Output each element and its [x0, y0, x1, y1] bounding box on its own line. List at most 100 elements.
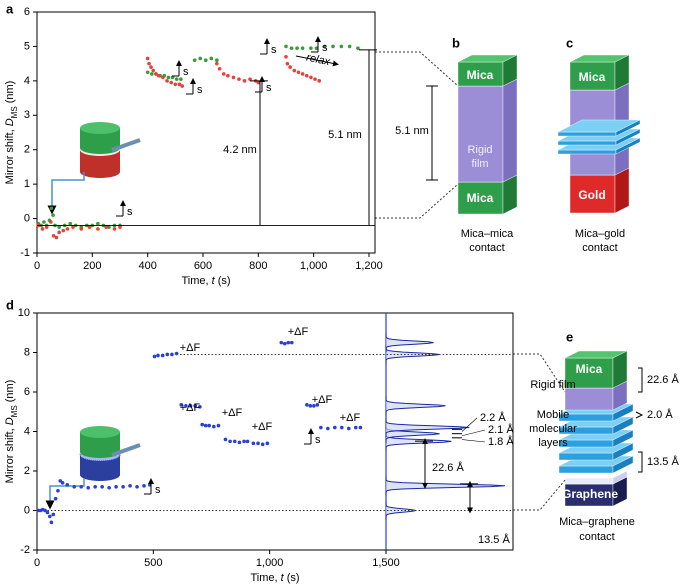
- data-point: [284, 54, 288, 59]
- measure-label: 4.2 nm: [223, 144, 257, 156]
- data-point: [358, 425, 363, 430]
- panel-label: b: [452, 35, 460, 50]
- data-point: [93, 485, 97, 489]
- data-point: [145, 70, 150, 75]
- data-point: [331, 44, 335, 49]
- data-point: [317, 79, 322, 83]
- block: [569, 54, 630, 91]
- data-point: [209, 56, 214, 61]
- data-point: [226, 73, 230, 78]
- y-axis-label: Mirror shift, DMS (nm): [4, 81, 19, 185]
- data-point: [79, 485, 84, 489]
- data-point: [333, 425, 337, 430]
- data-point: [156, 73, 161, 78]
- data-point: [49, 220, 53, 224]
- annotation: relax: [305, 52, 331, 69]
- data-point: [147, 61, 151, 66]
- data-point: [248, 77, 252, 81]
- layer-label: Mica: [467, 68, 494, 82]
- measure-label: 22.6 Å: [432, 461, 464, 474]
- label-part: Time,: [250, 572, 280, 584]
- x-tick-label: 1,200: [355, 260, 383, 272]
- data-point: [339, 44, 344, 49]
- data-point: [177, 82, 182, 87]
- measure-leader: [461, 417, 478, 432]
- connector: [375, 51, 459, 87]
- dim-label: 22.6 Å: [647, 373, 679, 386]
- data-point: [245, 439, 250, 444]
- histogram-peak: [385, 500, 416, 521]
- x-tick-label: 0: [34, 557, 40, 569]
- data-point: [51, 233, 56, 238]
- measure-label: 13.5 Å: [478, 533, 510, 546]
- x-tick-label: 500: [144, 557, 162, 569]
- layer-label: Rigid: [467, 144, 492, 156]
- data-point: [49, 206, 54, 211]
- data-point: [156, 353, 160, 358]
- data-point: [251, 441, 256, 446]
- data-point: [200, 422, 204, 427]
- layer-label: Graphene: [562, 487, 618, 501]
- y-axis-label: Mirror shift, DMS (nm): [4, 380, 19, 484]
- data-point: [346, 426, 351, 431]
- data-point: [128, 484, 132, 488]
- data-point: [56, 488, 60, 493]
- data-point: [188, 404, 193, 408]
- x-axis-label: Time, t (s): [181, 275, 230, 287]
- data-point: [203, 58, 208, 62]
- label-subscript: MS: [10, 106, 19, 118]
- data-point: [49, 520, 54, 525]
- layer-label: Mobile: [537, 409, 569, 421]
- connector: [513, 479, 566, 511]
- panel-label: e: [566, 329, 573, 344]
- data-point: [61, 228, 66, 233]
- data-point: [279, 340, 284, 345]
- data-point: [260, 442, 265, 447]
- data-point: [326, 426, 330, 431]
- x-tick-label: 0: [34, 260, 40, 272]
- annotation: +ΔF: [222, 407, 243, 419]
- data-point: [135, 485, 139, 489]
- y-tick-label: 0: [24, 504, 30, 516]
- measure-label: 2.1 Å: [488, 423, 514, 436]
- label-symbol: D: [4, 118, 16, 126]
- x-tick-label: 600: [194, 260, 212, 272]
- data-point: [237, 77, 241, 81]
- data-point: [149, 65, 153, 69]
- data-point: [170, 352, 174, 357]
- data-point: [121, 485, 125, 489]
- annotation: s: [127, 206, 133, 218]
- data-point: [198, 405, 202, 409]
- data-point: [215, 61, 219, 66]
- y-tick-label: 4: [24, 425, 30, 437]
- data-point: [288, 65, 292, 69]
- y-tick-label: 1: [24, 178, 30, 190]
- data-point: [184, 404, 188, 408]
- data-point: [215, 58, 219, 62]
- data-point: [356, 46, 360, 50]
- layer-label: molecular: [529, 423, 577, 435]
- annotation: +ΔF: [340, 412, 361, 424]
- data-point: [289, 46, 294, 50]
- data-point: [57, 230, 61, 235]
- data-point: [152, 354, 157, 359]
- x-tick-label: 1,000: [300, 260, 328, 272]
- annotation: s: [315, 434, 321, 446]
- data-point: [289, 340, 294, 345]
- data-point: [314, 46, 319, 50]
- sfa-icon-d: [45, 426, 141, 510]
- data-point: [322, 44, 327, 49]
- data-point: [112, 227, 117, 231]
- data-point: [256, 441, 260, 446]
- data-point: [57, 225, 61, 229]
- panel-label: a: [6, 1, 14, 16]
- data-point: [104, 225, 108, 229]
- y-tick-label: 5: [24, 40, 30, 52]
- dim-bracket: [635, 411, 644, 419]
- measure-label: 2.2 Å: [480, 411, 506, 424]
- data-point: [166, 75, 171, 80]
- data-point: [295, 46, 299, 50]
- y-tick-label: 8: [24, 346, 30, 358]
- data-point: [72, 485, 77, 489]
- plot-frame: [36, 11, 376, 254]
